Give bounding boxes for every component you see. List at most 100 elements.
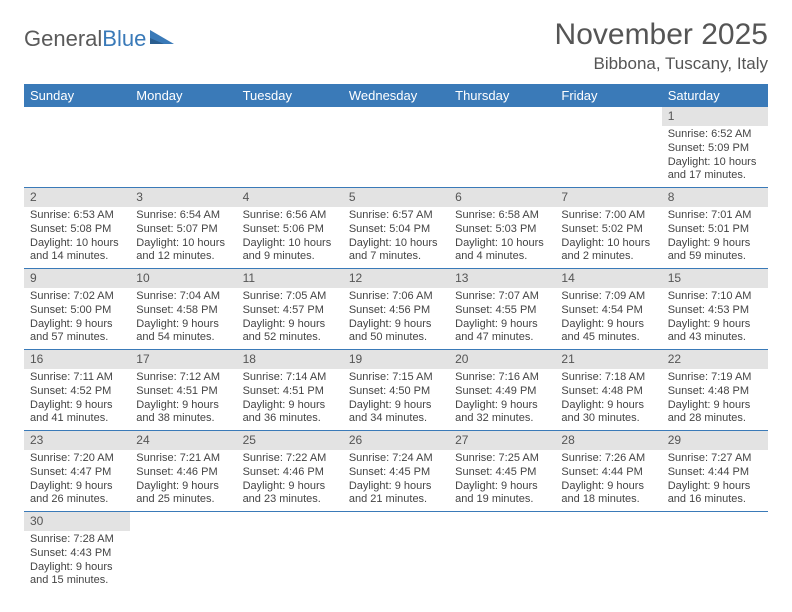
- daylight-text: and 16 minutes.: [668, 493, 762, 507]
- day-cell: Sunrise: 7:18 AMSunset: 4:48 PMDaylight:…: [555, 369, 661, 431]
- day-cell: [130, 531, 236, 592]
- daylight-text: Daylight: 9 hours: [349, 480, 443, 494]
- day-cell: [555, 531, 661, 592]
- daylight-text: and 15 minutes.: [30, 574, 124, 588]
- sunset-text: Sunset: 4:45 PM: [349, 466, 443, 480]
- daylight-text: and 18 minutes.: [561, 493, 655, 507]
- day-cell: Sunrise: 6:56 AMSunset: 5:06 PMDaylight:…: [237, 207, 343, 269]
- daylight-text: Daylight: 9 hours: [30, 480, 124, 494]
- title-block: November 2025 Bibbona, Tuscany, Italy: [555, 18, 768, 74]
- day-cell: Sunrise: 7:00 AMSunset: 5:02 PMDaylight:…: [555, 207, 661, 269]
- sunset-text: Sunset: 4:51 PM: [243, 385, 337, 399]
- daylight-text: and 50 minutes.: [349, 331, 443, 345]
- sunset-text: Sunset: 4:49 PM: [455, 385, 549, 399]
- weekday-header: Saturday: [662, 84, 768, 107]
- daylight-text: and 26 minutes.: [30, 493, 124, 507]
- daylight-text: Daylight: 9 hours: [349, 399, 443, 413]
- daylight-text: and 52 minutes.: [243, 331, 337, 345]
- day-number: 15: [662, 269, 768, 289]
- weekday-header: Tuesday: [237, 84, 343, 107]
- day-number: [130, 107, 236, 126]
- day-cell: Sunrise: 6:52 AMSunset: 5:09 PMDaylight:…: [662, 126, 768, 188]
- sunset-text: Sunset: 4:46 PM: [136, 466, 230, 480]
- daylight-text: and 32 minutes.: [455, 412, 549, 426]
- day-number: 16: [24, 350, 130, 370]
- day-number: 4: [237, 188, 343, 208]
- sunrise-text: Sunrise: 7:02 AM: [30, 290, 124, 304]
- day-cell: [343, 126, 449, 188]
- daylight-text: Daylight: 9 hours: [561, 318, 655, 332]
- day-cell: [343, 531, 449, 592]
- sunrise-text: Sunrise: 6:57 AM: [349, 209, 443, 223]
- sunset-text: Sunset: 4:55 PM: [455, 304, 549, 318]
- day-number: 3: [130, 188, 236, 208]
- sunrise-text: Sunrise: 7:10 AM: [668, 290, 762, 304]
- calendar-table: Sunday Monday Tuesday Wednesday Thursday…: [24, 84, 768, 592]
- logo: GeneralBlue: [24, 18, 176, 52]
- day-number: 13: [449, 269, 555, 289]
- day-number: 23: [24, 431, 130, 451]
- daylight-text: Daylight: 9 hours: [349, 318, 443, 332]
- day-number: 24: [130, 431, 236, 451]
- day-cell: Sunrise: 7:05 AMSunset: 4:57 PMDaylight:…: [237, 288, 343, 350]
- daylight-text: and 30 minutes.: [561, 412, 655, 426]
- sunset-text: Sunset: 4:46 PM: [243, 466, 337, 480]
- daylight-text: Daylight: 10 hours: [30, 237, 124, 251]
- daylight-text: Daylight: 9 hours: [243, 480, 337, 494]
- day-cell: Sunrise: 7:21 AMSunset: 4:46 PMDaylight:…: [130, 450, 236, 512]
- day-cell: Sunrise: 7:10 AMSunset: 4:53 PMDaylight:…: [662, 288, 768, 350]
- day-number: 25: [237, 431, 343, 451]
- day-cell: Sunrise: 6:54 AMSunset: 5:07 PMDaylight:…: [130, 207, 236, 269]
- day-number-row: 16171819202122: [24, 350, 768, 370]
- daylight-text: Daylight: 9 hours: [455, 399, 549, 413]
- sunset-text: Sunset: 5:03 PM: [455, 223, 549, 237]
- daylight-text: Daylight: 9 hours: [668, 399, 762, 413]
- day-cell: Sunrise: 6:53 AMSunset: 5:08 PMDaylight:…: [24, 207, 130, 269]
- day-cell: Sunrise: 7:12 AMSunset: 4:51 PMDaylight:…: [130, 369, 236, 431]
- sunrise-text: Sunrise: 7:14 AM: [243, 371, 337, 385]
- day-number: [555, 512, 661, 532]
- daylight-text: and 28 minutes.: [668, 412, 762, 426]
- day-number: [555, 107, 661, 126]
- daylight-text: and 23 minutes.: [243, 493, 337, 507]
- daylight-text: Daylight: 10 hours: [455, 237, 549, 251]
- day-cell: Sunrise: 7:14 AMSunset: 4:51 PMDaylight:…: [237, 369, 343, 431]
- daylight-text: and 36 minutes.: [243, 412, 337, 426]
- day-number: 7: [555, 188, 661, 208]
- sunrise-text: Sunrise: 7:11 AM: [30, 371, 124, 385]
- day-cell: [24, 126, 130, 188]
- daylight-text: and 9 minutes.: [243, 250, 337, 264]
- day-detail-row: Sunrise: 6:52 AMSunset: 5:09 PMDaylight:…: [24, 126, 768, 188]
- sunrise-text: Sunrise: 6:56 AM: [243, 209, 337, 223]
- day-cell: Sunrise: 7:16 AMSunset: 4:49 PMDaylight:…: [449, 369, 555, 431]
- day-number: 1: [662, 107, 768, 126]
- sunset-text: Sunset: 4:44 PM: [668, 466, 762, 480]
- sunrise-text: Sunrise: 7:01 AM: [668, 209, 762, 223]
- sunrise-text: Sunrise: 7:26 AM: [561, 452, 655, 466]
- day-cell: Sunrise: 7:25 AMSunset: 4:45 PMDaylight:…: [449, 450, 555, 512]
- sunrise-text: Sunrise: 7:16 AM: [455, 371, 549, 385]
- daylight-text: and 21 minutes.: [349, 493, 443, 507]
- day-number: 20: [449, 350, 555, 370]
- sunrise-text: Sunrise: 6:52 AM: [668, 128, 762, 142]
- sunrise-text: Sunrise: 7:04 AM: [136, 290, 230, 304]
- day-number: 18: [237, 350, 343, 370]
- day-cell: Sunrise: 7:02 AMSunset: 5:00 PMDaylight:…: [24, 288, 130, 350]
- sunset-text: Sunset: 4:44 PM: [561, 466, 655, 480]
- sunrise-text: Sunrise: 7:27 AM: [668, 452, 762, 466]
- sunset-text: Sunset: 4:47 PM: [30, 466, 124, 480]
- day-cell: [449, 531, 555, 592]
- sunset-text: Sunset: 5:07 PM: [136, 223, 230, 237]
- day-cell: Sunrise: 6:57 AMSunset: 5:04 PMDaylight:…: [343, 207, 449, 269]
- daylight-text: Daylight: 9 hours: [30, 561, 124, 575]
- sunset-text: Sunset: 4:58 PM: [136, 304, 230, 318]
- sunset-text: Sunset: 4:51 PM: [136, 385, 230, 399]
- day-number: [343, 107, 449, 126]
- daylight-text: Daylight: 9 hours: [668, 237, 762, 251]
- daylight-text: Daylight: 10 hours: [668, 156, 762, 170]
- day-number: 11: [237, 269, 343, 289]
- sunset-text: Sunset: 4:48 PM: [561, 385, 655, 399]
- daylight-text: and 34 minutes.: [349, 412, 443, 426]
- day-cell: [130, 126, 236, 188]
- sunset-text: Sunset: 4:45 PM: [455, 466, 549, 480]
